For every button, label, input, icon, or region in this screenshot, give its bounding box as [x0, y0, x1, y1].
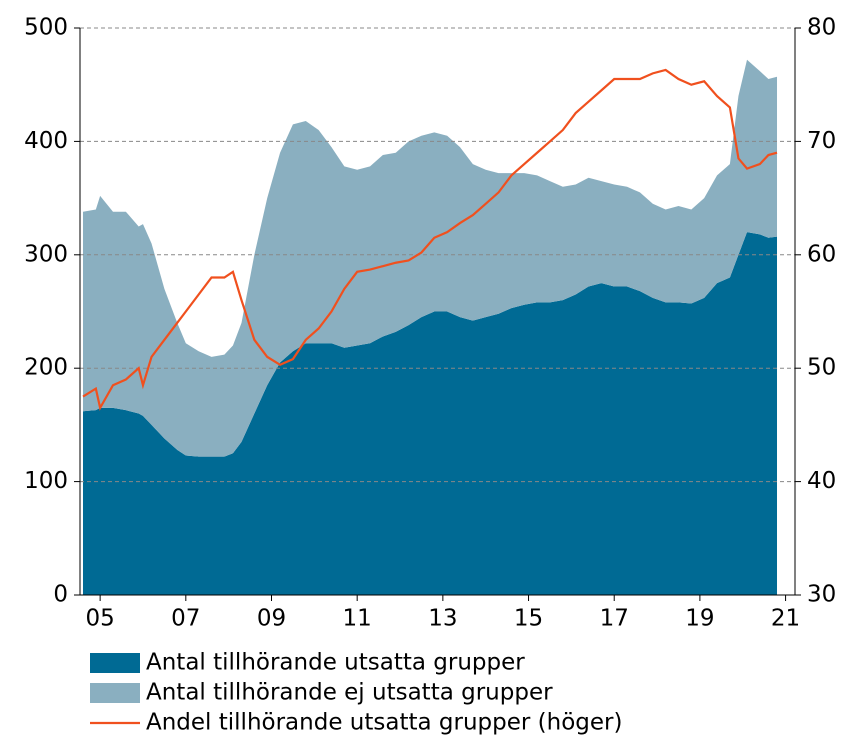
- legend-label: Antal tillhörande utsatta grupper: [146, 650, 525, 676]
- y2-tick-label: 80: [807, 15, 836, 41]
- area: [82, 232, 778, 595]
- y-tick-label: 200: [24, 355, 68, 381]
- y2-tick-label: 70: [807, 128, 836, 154]
- y-tick-label: 0: [53, 582, 68, 608]
- y2-tick-label: 30: [807, 582, 836, 608]
- x-tick-label: 17: [600, 606, 629, 632]
- x-tick-label: 09: [257, 606, 286, 632]
- x-tick-label: 21: [771, 606, 800, 632]
- x-tick-label: 19: [685, 606, 714, 632]
- y2-tick-label: 60: [807, 241, 836, 267]
- x-tick-label: 11: [343, 606, 372, 632]
- legend-swatch: [90, 653, 140, 673]
- y-tick-label: 300: [24, 241, 68, 267]
- x-tick-label: 07: [171, 606, 200, 632]
- y-tick-label: 100: [24, 468, 68, 494]
- y-tick-label: 500: [24, 15, 68, 41]
- y-tick-label: 400: [24, 128, 68, 154]
- legend-label: Antal tillhörande ej utsatta grupper: [146, 680, 553, 706]
- x-tick-label: 13: [428, 606, 457, 632]
- y2-tick-label: 40: [807, 468, 836, 494]
- legend-swatch: [90, 683, 140, 703]
- y2-tick-label: 50: [807, 355, 836, 381]
- x-tick-label: 05: [85, 606, 114, 632]
- area: [82, 59, 778, 457]
- x-tick-label: 15: [514, 606, 543, 632]
- legend-label: Andel tillhörande utsatta grupper (höger…: [146, 710, 622, 736]
- line: [82, 68, 778, 411]
